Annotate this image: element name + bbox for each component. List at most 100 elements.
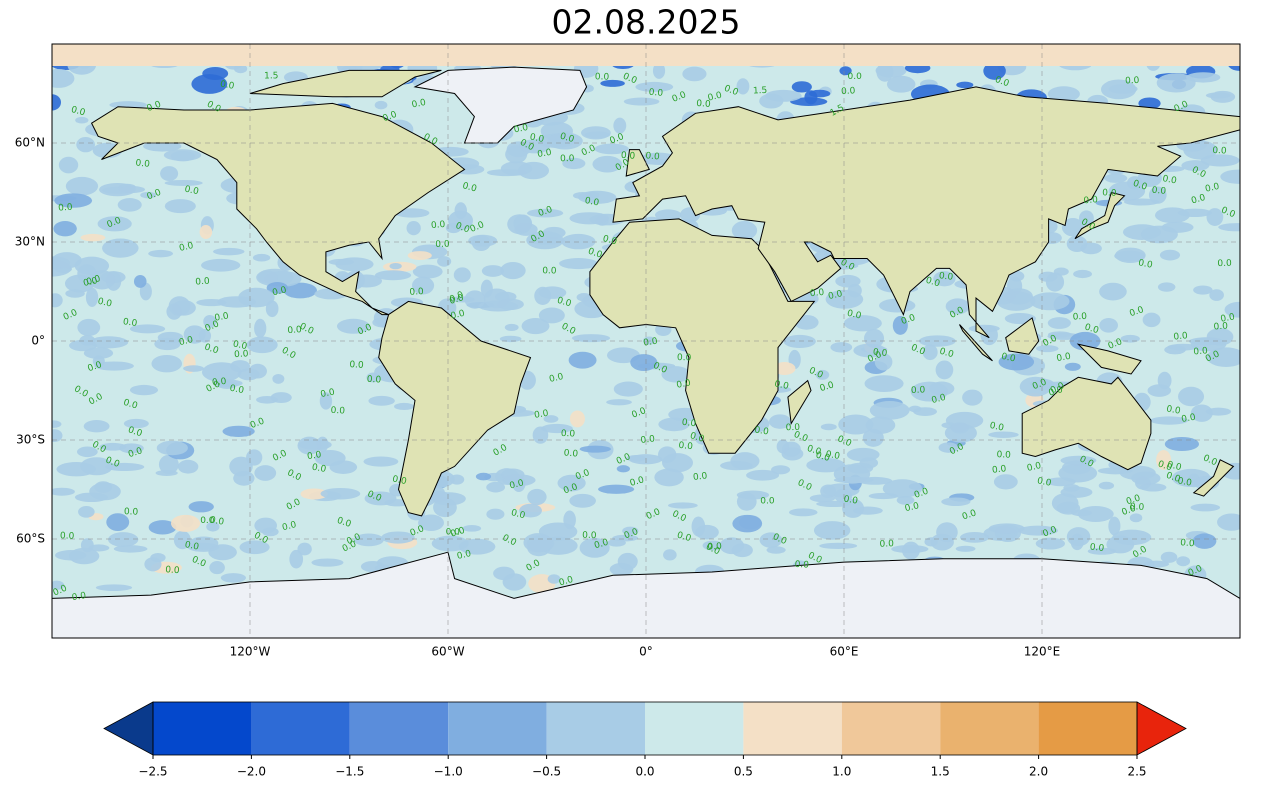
anomaly-patch bbox=[1148, 186, 1167, 204]
contour-label: 0.0 bbox=[1130, 502, 1145, 513]
anomaly-patch bbox=[220, 573, 246, 583]
anomaly-patch bbox=[1139, 483, 1167, 492]
anomaly-patch bbox=[229, 456, 253, 477]
contour-label: 0.0 bbox=[336, 516, 353, 530]
land bbox=[1076, 343, 1142, 375]
contour-label: 0.0 bbox=[629, 475, 646, 489]
anomaly-patch bbox=[478, 300, 518, 312]
anomaly-patch bbox=[394, 402, 415, 411]
anomaly-patch bbox=[865, 416, 896, 434]
contour-label: 0.0 bbox=[450, 309, 467, 322]
anomaly-patch bbox=[53, 221, 77, 237]
anomaly-patch bbox=[1018, 525, 1058, 536]
anomaly-patch bbox=[1176, 556, 1191, 567]
anomaly-patch bbox=[1156, 73, 1196, 93]
contour-label: 0.0 bbox=[806, 444, 823, 458]
colorbar-under bbox=[103, 701, 154, 756]
map-title: 02.08.2025 bbox=[552, 3, 741, 42]
anomaly-patch bbox=[394, 208, 430, 218]
contour-label: 0.0 bbox=[676, 531, 693, 545]
anomaly-patch bbox=[702, 540, 724, 551]
anomaly-patch bbox=[809, 89, 831, 98]
contour-label: 0.0 bbox=[1220, 312, 1236, 324]
anomaly-patch bbox=[69, 339, 97, 352]
anomaly-patch bbox=[189, 536, 219, 550]
anomaly-patch bbox=[254, 465, 277, 481]
contour-label: 0.0 bbox=[249, 416, 266, 431]
anomaly-patch bbox=[630, 354, 658, 371]
contour-label: 0.0 bbox=[178, 241, 194, 254]
colorbar-bin bbox=[251, 702, 350, 755]
anomaly-patch bbox=[1129, 513, 1143, 523]
anomaly-patch bbox=[616, 465, 630, 473]
anomaly-patch bbox=[623, 97, 660, 106]
colorbar-tick-label: −1.0 bbox=[434, 765, 463, 779]
contour-label: 0.0 bbox=[582, 531, 597, 541]
anomaly-patch bbox=[667, 502, 698, 509]
lon-label: 120°W bbox=[230, 645, 271, 659]
anomaly-patch bbox=[1073, 269, 1092, 279]
anomaly-patch bbox=[437, 256, 452, 267]
anomaly-patch bbox=[248, 363, 267, 379]
anomaly-patch bbox=[464, 290, 486, 309]
contour-label: 0.0 bbox=[60, 531, 75, 542]
contour-label: 0.0 bbox=[924, 276, 941, 290]
anomaly-patch bbox=[547, 574, 561, 584]
contour-label: 0.0 bbox=[645, 151, 660, 162]
anomaly-patch bbox=[77, 446, 98, 458]
anomaly-patch bbox=[117, 198, 142, 212]
anomaly-patch bbox=[654, 468, 684, 487]
contour-label: 0.0 bbox=[87, 360, 104, 374]
contour-label: 0.0 bbox=[97, 297, 113, 310]
contour-label: 0.0 bbox=[879, 539, 894, 550]
contour-label: 0.0 bbox=[602, 234, 619, 247]
anomaly-patch bbox=[661, 366, 691, 383]
contour-label: 0.0 bbox=[643, 336, 659, 348]
colorbar-bin bbox=[448, 702, 547, 755]
contour-label: 0.0 bbox=[621, 151, 636, 162]
contour-label: 0.0 bbox=[707, 542, 722, 553]
anomaly-patch bbox=[736, 78, 750, 95]
contour-label: 0.0 bbox=[461, 181, 478, 194]
anomaly-patch bbox=[486, 481, 506, 493]
contour-label: 0.0 bbox=[448, 293, 465, 307]
anomaly-patch bbox=[1087, 547, 1117, 555]
anomaly-patch bbox=[815, 369, 830, 380]
anomaly-patch bbox=[254, 318, 267, 338]
anomaly-patch bbox=[579, 445, 611, 453]
lon-label: 60°W bbox=[431, 645, 464, 659]
contour-label: 0.0 bbox=[1173, 331, 1189, 342]
anomaly-patch bbox=[523, 533, 553, 553]
contour-label: 0.0 bbox=[320, 388, 336, 401]
anomaly-patch bbox=[746, 469, 780, 481]
anomaly-patch bbox=[1035, 537, 1065, 550]
anomaly-patch bbox=[501, 468, 525, 481]
anomaly-patch bbox=[311, 558, 344, 567]
colorbar-tick-label: −2.5 bbox=[138, 765, 167, 779]
anomaly-patch bbox=[766, 546, 786, 554]
contour-label: 0.0 bbox=[843, 494, 859, 506]
anomaly-patch bbox=[363, 456, 399, 467]
anomaly-patch bbox=[1138, 97, 1161, 110]
contour-label: 0.0 bbox=[195, 277, 210, 288]
map-frame bbox=[51, 43, 1241, 639]
anomaly-patch bbox=[499, 335, 522, 343]
anomaly-patch bbox=[902, 541, 920, 560]
anomaly-patch bbox=[806, 457, 846, 473]
colorbar-over bbox=[1136, 701, 1187, 756]
anomaly-patch bbox=[1070, 533, 1084, 551]
contour-label: 0.0 bbox=[773, 379, 789, 392]
contour-label: 1.5 bbox=[264, 71, 279, 81]
contour-label: 0.0 bbox=[435, 240, 450, 251]
anomaly-patch bbox=[52, 68, 75, 88]
anomaly-patch bbox=[1157, 282, 1176, 292]
anomaly-patch bbox=[418, 514, 444, 532]
anomaly-patch bbox=[209, 561, 225, 575]
anomaly-patch bbox=[206, 521, 220, 532]
contour-label: 0.0 bbox=[827, 289, 843, 302]
anomaly-patch bbox=[183, 365, 204, 372]
anomaly-patch bbox=[662, 453, 694, 473]
anomaly-patch bbox=[222, 425, 255, 437]
contour-label: 0.0 bbox=[1048, 385, 1065, 399]
